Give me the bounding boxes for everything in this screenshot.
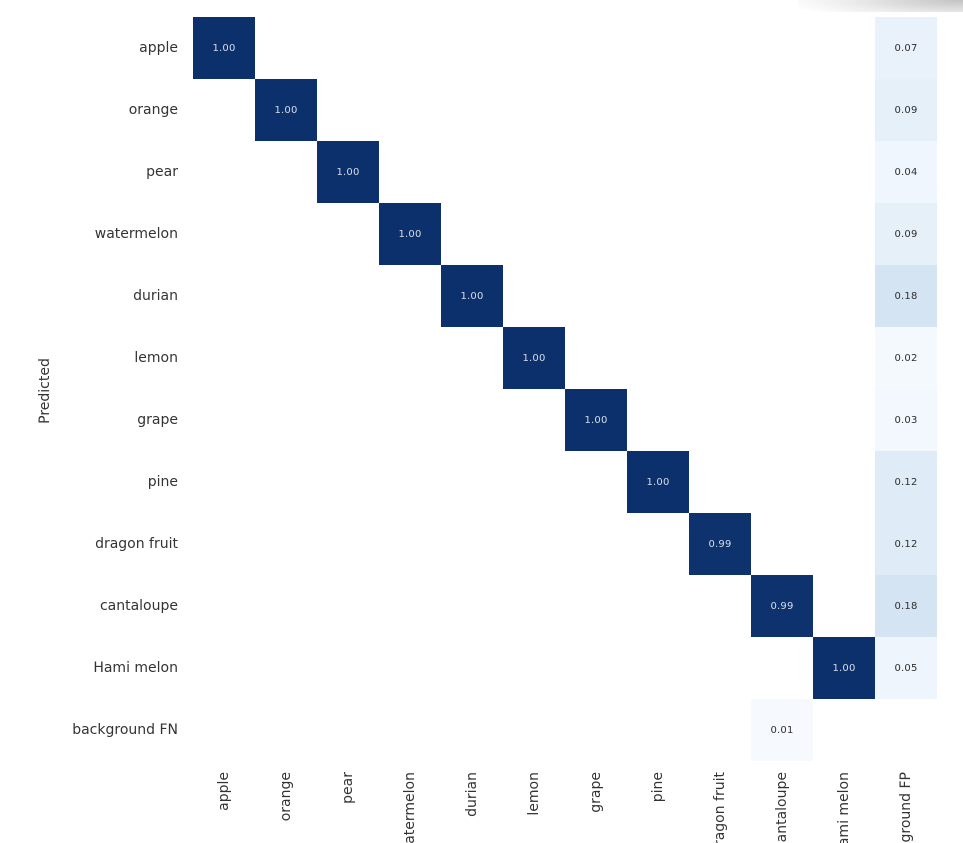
matrix-cell: 1.00 [379,203,441,265]
matrix-cell: 1.00 [317,141,379,203]
y-tick-label: lemon [134,350,178,366]
matrix-cell: 0.12 [875,451,937,513]
x-tick-label: pear [339,772,356,804]
x-tick-label: watermelon [401,772,418,843]
matrix-cell: 1.00 [627,451,689,513]
matrix-cell: 0.12 [875,513,937,575]
x-tick-label: cantaloupe [773,772,790,843]
matrix-cell: 1.00 [565,389,627,451]
y-tick-label: dragon fruit [95,536,178,552]
x-tick-label: orange [277,772,294,822]
matrix-cell: 0.01 [751,699,813,761]
matrix-cell: 0.09 [875,79,937,141]
y-tick-label: durian [133,288,178,304]
y-tick-label: pine [147,474,178,490]
matrix-cell: 0.05 [875,637,937,699]
matrix-cell: 0.18 [875,575,937,637]
matrix-cell: 1.00 [813,637,875,699]
x-tick-label: pine [649,772,666,803]
top-right-shadow-artifact [798,0,963,12]
x-tick-label: grape [587,772,604,813]
matrix-cell: 1.00 [441,265,503,327]
matrix-cell: 0.04 [875,141,937,203]
x-tick-label: durian [463,772,480,817]
y-tick-label: grape [137,412,178,428]
matrix-cell: 0.07 [875,17,937,79]
matrix-cell: 0.18 [875,265,937,327]
x-tick-label: lemon [525,772,542,816]
y-tick-label: watermelon [94,226,178,242]
y-tick-label: background FN [72,722,178,738]
matrix-cell: 1.00 [193,17,255,79]
y-tick-label: apple [139,40,178,56]
y-tick-label: cantaloupe [99,598,178,614]
matrix-cell: 0.99 [751,575,813,637]
x-tick-label: apple [215,772,232,811]
y-tick-label: orange [128,102,178,118]
matrix-cell: 0.99 [689,513,751,575]
x-tick-label: dragon fruit [711,772,728,843]
y-tick-label: Hami melon [93,660,178,676]
x-tick-label: background FP [897,772,914,843]
matrix-cell: 1.00 [255,79,317,141]
matrix-cell: 1.00 [503,327,565,389]
matrix-cell: 0.09 [875,203,937,265]
y-tick-label: pear [146,164,178,180]
matrix-cell: 0.03 [875,389,937,451]
matrix-cell: 0.02 [875,327,937,389]
x-tick-label: Hami melon [835,772,852,843]
